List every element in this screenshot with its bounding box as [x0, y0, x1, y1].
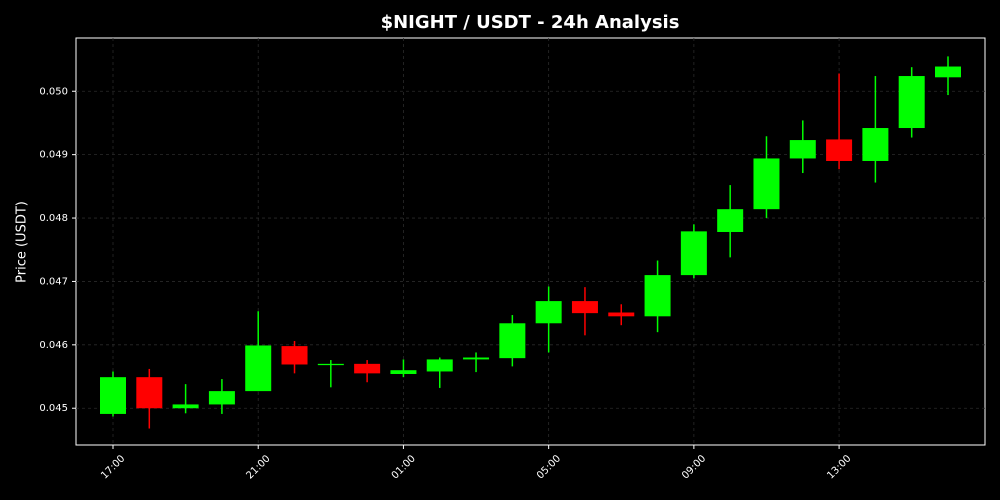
y-axis-label: Price (USDT): [15, 201, 30, 283]
candle-body: [172, 404, 199, 409]
candle-body: [826, 139, 853, 161]
candle-body: [317, 363, 344, 366]
candle-body: [208, 391, 235, 405]
x-tick-label: 09:00: [680, 453, 708, 481]
candle-body: [426, 359, 453, 372]
candle-body: [789, 140, 816, 159]
candle-body: [644, 275, 671, 317]
candle-body: [608, 312, 635, 317]
x-tick-label: 01:00: [390, 453, 418, 481]
candle-body: [535, 301, 562, 324]
candle-body: [354, 363, 381, 374]
candle-body: [463, 357, 490, 360]
y-tick-label: 0.046: [39, 340, 68, 351]
x-tick-label: 21:00: [244, 453, 272, 481]
candle-body: [281, 346, 308, 365]
candle-body: [571, 301, 598, 314]
x-tick-label: 17:00: [99, 453, 127, 481]
y-tick-label: 0.048: [39, 213, 68, 224]
candle-body: [390, 370, 417, 374]
y-tick-label: 0.049: [39, 150, 68, 161]
candle-body: [935, 66, 961, 78]
candle-body: [717, 209, 744, 232]
y-tick-label: 0.050: [39, 86, 68, 97]
y-tick-label: 0.045: [39, 403, 68, 414]
plot-area: [75, 37, 986, 446]
candle-body: [100, 377, 126, 414]
candle-body: [499, 323, 526, 359]
x-tick-label: 13:00: [825, 453, 853, 481]
candle-body: [898, 76, 925, 129]
candle-body: [862, 128, 889, 161]
chart-title: $NIGHT / USDT - 24h Analysis: [381, 12, 680, 33]
y-tick-label: 0.047: [39, 276, 68, 287]
x-tick-label: 05:00: [535, 453, 563, 481]
candle-body: [245, 345, 272, 392]
candle-body: [753, 158, 780, 210]
candle-body: [680, 231, 707, 276]
candle-body: [136, 377, 163, 409]
